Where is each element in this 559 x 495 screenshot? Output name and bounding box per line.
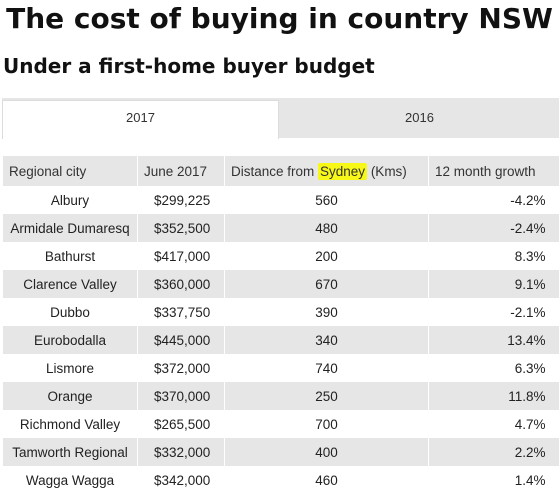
cell-price: $372,000: [137, 354, 225, 382]
table-row: Albury $299,225 560 -4.2%: [2, 186, 559, 214]
cell-growth: 4.7%: [428, 410, 559, 438]
cell-price: $352,500: [137, 214, 225, 242]
cell-growth: 6.3%: [428, 354, 559, 382]
tab-2017[interactable]: 2017: [2, 100, 279, 139]
table-row: Tamworth Regional $332,000 400 2.2%: [2, 438, 559, 466]
cell-price: $417,000: [137, 242, 225, 270]
tab-2016[interactable]: 2016: [405, 110, 434, 125]
table-row: Richmond Valley $265,500 700 4.7%: [2, 410, 559, 438]
cell-distance: 480: [224, 214, 429, 242]
cell-distance: 740: [224, 354, 429, 382]
cell-city: Albury: [2, 186, 138, 214]
cell-distance: 560: [224, 186, 429, 214]
table-row: Eurobodalla $445,000 340 13.4%: [2, 326, 559, 354]
cell-city: Dubbo: [2, 298, 138, 326]
header-12-month-growth: 12 month growth: [428, 156, 559, 186]
cell-distance: 670: [224, 270, 429, 298]
cell-price: $370,000: [137, 382, 225, 410]
cell-city: Orange: [2, 382, 138, 410]
sydney-highlight: Sydney: [318, 162, 368, 180]
cell-distance: 390: [224, 298, 429, 326]
table-row: Armidale Dumaresq $352,500 480 -2.4%: [2, 214, 559, 242]
cell-distance: 700: [224, 410, 429, 438]
cell-city: Clarence Valley: [2, 270, 138, 298]
table-row: Bathurst $417,000 200 8.3%: [2, 242, 559, 270]
cell-distance: 400: [224, 438, 429, 466]
cell-price: $337,750: [137, 298, 225, 326]
table-row: Lismore $372,000 740 6.3%: [2, 354, 559, 382]
cell-growth: -4.2%: [428, 186, 559, 214]
regional-city-table: Regional city June 2017 Distance from Sy…: [2, 156, 559, 494]
cell-distance: 460: [224, 466, 429, 494]
cell-growth: 1.4%: [428, 466, 559, 494]
cell-growth: 8.3%: [428, 242, 559, 270]
table-row: Wagga Wagga $342,000 460 1.4%: [2, 466, 559, 494]
cell-city: Richmond Valley: [2, 410, 138, 438]
cell-growth: -2.1%: [428, 298, 559, 326]
header-june-2017: June 2017: [137, 156, 225, 186]
cell-growth: 9.1%: [428, 270, 559, 298]
cell-growth: 2.2%: [428, 438, 559, 466]
cell-distance: 250: [224, 382, 429, 410]
page-subtitle: Under a first-home buyer budget: [3, 54, 375, 78]
header-distance: Distance from Sydney (Kms): [224, 156, 429, 186]
cell-price: $445,000: [137, 326, 225, 354]
cell-price: $299,225: [137, 186, 225, 214]
cell-growth: 11.8%: [428, 382, 559, 410]
cell-growth: 13.4%: [428, 326, 559, 354]
table-row: Orange $370,000 250 11.8%: [2, 382, 559, 410]
table-row: Dubbo $337,750 390 -2.1%: [2, 298, 559, 326]
table-header-row: Regional city June 2017 Distance from Sy…: [2, 156, 559, 186]
page-title: The cost of buying in country NSW: [6, 2, 553, 35]
cell-growth: -2.4%: [428, 214, 559, 242]
cell-distance: 200: [224, 242, 429, 270]
cell-price: $332,000: [137, 438, 225, 466]
header-distance-prefix: Distance from: [231, 163, 319, 179]
cell-city: Eurobodalla: [2, 326, 138, 354]
cell-distance: 340: [224, 326, 429, 354]
cell-city: Armidale Dumaresq: [2, 214, 138, 242]
cell-city: Wagga Wagga: [2, 466, 138, 494]
cell-city: Tamworth Regional: [2, 438, 138, 466]
cell-price: $265,500: [137, 410, 225, 438]
year-tabs: 2017 2016: [2, 98, 559, 139]
cell-price: $342,000: [137, 466, 225, 494]
header-distance-suffix: (Kms): [367, 163, 407, 179]
header-regional-city: Regional city: [2, 156, 138, 186]
cell-city: Bathurst: [2, 242, 138, 270]
cell-city: Lismore: [2, 354, 138, 382]
table-row: Clarence Valley $360,000 670 9.1%: [2, 270, 559, 298]
cell-price: $360,000: [137, 270, 225, 298]
